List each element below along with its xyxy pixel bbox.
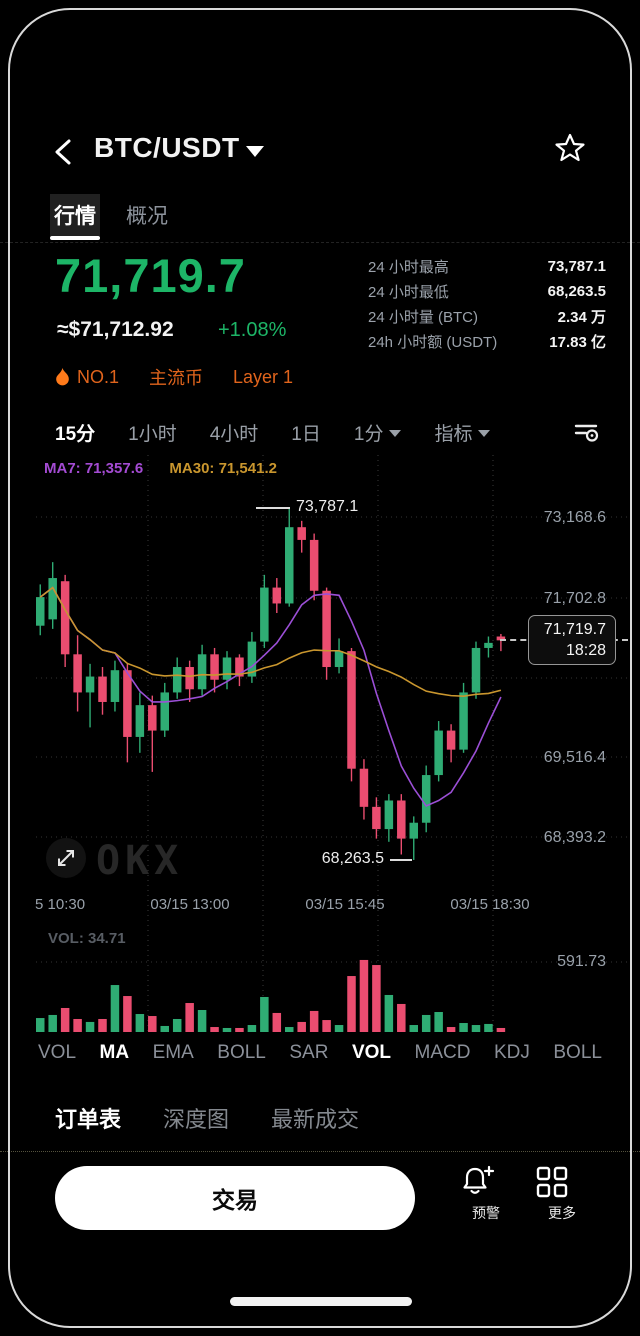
time-axis-label-3: 03/15 18:30 (450, 896, 530, 913)
stat-row-3: 24h 小时额 (USDT) 17.83 亿 (368, 329, 606, 354)
stat-row-1: 24 小时最低 68,263.5 (368, 279, 606, 304)
indicator-tabs: VOL MA EMA BOLL SAR VOL MACD KDJ BOLL (0, 1042, 640, 1064)
indicator-tab-ema-2[interactable]: EMA (152, 1042, 194, 1063)
indicator-tab-boll-8[interactable]: BOLL (553, 1042, 602, 1063)
caret-down-icon (389, 429, 402, 437)
time-axis-label-2: 03/15 15:45 (305, 896, 385, 913)
stat-value: 2.34 万 (557, 309, 606, 326)
alert-action[interactable]: 预警 (458, 1164, 514, 1223)
stat-row-2: 24 小时量 (BTC) 2.34 万 (368, 304, 606, 329)
stat-label: 24 小时最低 (368, 284, 449, 301)
page-title: BTC/USDT (94, 132, 240, 163)
indicator-tab-vol-5[interactable]: VOL (351, 1042, 392, 1063)
alert-label: 预警 (472, 1205, 500, 1221)
stat-value: 68,263.5 (547, 283, 606, 300)
timeframe-label: 1分 (353, 423, 384, 445)
tab-overview[interactable]: 概况 (126, 205, 168, 228)
indicator-tab-boll-3[interactable]: BOLL (217, 1042, 266, 1063)
expand-arrows-icon (58, 850, 74, 866)
price-axis-label-2: 69,516.4 (543, 749, 606, 766)
high-annotation: 73,787.1 (296, 498, 359, 515)
timeframe-row: 15分 1小时 4小时 1日 1分 指标 (0, 414, 640, 450)
fiat-price: ≈$71,712.92 (57, 318, 174, 341)
volume-current-label: VOL: 34.71 (48, 930, 126, 947)
timeframe-label: 4小时 (209, 423, 259, 445)
indicator-settings-icon[interactable] (574, 419, 600, 445)
low-annotation: 68,263.5 (321, 850, 384, 867)
timeframe-1分[interactable]: 1分 (354, 419, 402, 446)
current-price-tag[interactable]: 71,719.7 18:28 (528, 615, 616, 665)
favorite-star-icon[interactable] (554, 132, 586, 164)
token-badges: NO.1 主流币 Layer 1 (55, 364, 293, 390)
indicator-tab-sar-4[interactable]: SAR (289, 1042, 329, 1063)
fullscreen-chart-button[interactable] (46, 838, 86, 878)
ma-legend: MA7: 71,357.6 MA30: 71,541.2 (44, 460, 277, 477)
more-action[interactable]: 更多 (534, 1164, 590, 1223)
stats-panel: 24 小时最高 73,787.1 24 小时最低 68,263.5 24 小时量 (BT… (368, 254, 606, 354)
badge-label: 主流币 (149, 368, 204, 388)
current-price-value: 71,719.7 (543, 621, 606, 638)
badge-2[interactable]: Layer 1 (233, 367, 293, 388)
price-axis-label-1: 71,702.8 (543, 590, 606, 607)
high-annotation-line (256, 507, 290, 509)
stat-row-0: 24 小时最高 73,787.1 (368, 254, 606, 279)
price-axis-label-0: 73,168.6 (543, 509, 606, 526)
stat-label: 24h 小时额 (USDT) (368, 334, 498, 351)
back-icon[interactable] (50, 138, 76, 166)
timeframe-label: 1日 (291, 423, 321, 445)
tab-quotes[interactable]: 行情 (50, 194, 100, 240)
indicator-tab-macd-6[interactable]: MACD (414, 1042, 471, 1063)
flame-icon (56, 367, 69, 385)
time-axis-label-1: 03/15 13:00 (150, 896, 230, 913)
price-change-percent: +1.08% (218, 319, 287, 341)
header: BTC/USDT (0, 130, 640, 174)
bell-plus-icon (463, 1165, 495, 1194)
badge-label: NO.1 (77, 366, 120, 387)
time-axis-label-0: 5 10:30 (35, 896, 86, 913)
order-tab-0[interactable]: 订单表 (55, 1107, 122, 1132)
badge-label: Layer 1 (233, 366, 294, 387)
indicator-tab-vol-0[interactable]: VOL (38, 1042, 77, 1063)
order-section-tabs: 订单表 深度图 最新成交 (0, 1102, 640, 1152)
timeframe-4小时[interactable]: 4小时 (210, 419, 259, 446)
volume-axis-label: 591.73 (557, 953, 606, 970)
last-price: 71,719.7 (55, 249, 246, 302)
ma7-label: MA7: 71,357.6 (44, 460, 144, 477)
stat-value: 73,787.1 (547, 258, 606, 275)
grid-more-icon (536, 1166, 568, 1198)
timeframe-label: 15分 (55, 423, 96, 445)
price-axis-label-3: 68,393.2 (543, 829, 606, 846)
top-tabs: 行情 概况 (0, 186, 640, 243)
timeframe-指标[interactable]: 指标 (434, 419, 491, 446)
stat-value: 17.83 亿 (549, 334, 606, 351)
timeframe-1小时[interactable]: 1小时 (128, 419, 177, 446)
okx-watermark: OKX (96, 838, 184, 884)
timeframe-15分[interactable]: 15分 (55, 419, 95, 446)
badge-0[interactable]: NO.1 (55, 367, 119, 388)
current-price-time: 18:28 (565, 642, 606, 659)
trade-button[interactable]: 交易 (55, 1166, 415, 1230)
stat-label: 24 小时量 (BTC) (368, 309, 479, 326)
low-annotation-line (390, 859, 412, 861)
order-tab-1[interactable]: 深度图 (163, 1107, 230, 1132)
indicator-tab-kdj-7[interactable]: KDJ (493, 1042, 530, 1063)
more-label: 更多 (548, 1205, 576, 1221)
caret-down-icon (478, 429, 491, 437)
timeframe-1日[interactable]: 1日 (291, 419, 321, 446)
timeframe-label: 1小时 (128, 423, 177, 445)
timeframe-label: 指标 (434, 423, 473, 445)
pair-selector-caret-icon[interactable] (246, 146, 264, 157)
home-indicator (230, 1297, 412, 1306)
order-tab-2[interactable]: 最新成交 (271, 1107, 360, 1132)
badge-1[interactable]: 主流币 (149, 364, 203, 390)
candlestick-chart[interactable] (0, 455, 640, 1035)
ma30-label: MA30: 71,541.2 (169, 460, 277, 477)
stat-label: 24 小时最高 (368, 259, 449, 276)
indicator-tab-ma-1[interactable]: MA (99, 1042, 130, 1063)
